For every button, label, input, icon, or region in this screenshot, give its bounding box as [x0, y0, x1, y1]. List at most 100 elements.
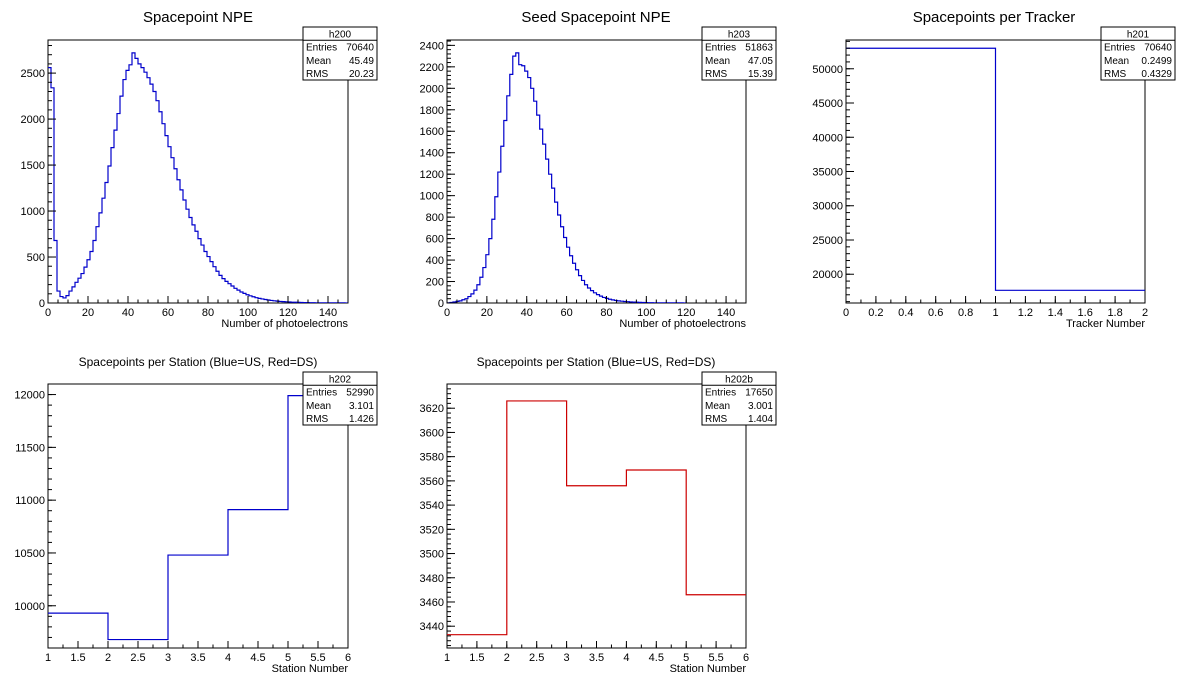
x-tick-label: 5.5: [708, 652, 723, 664]
stats-key: Mean: [1104, 56, 1129, 67]
stats-name: h200: [329, 29, 352, 40]
y-tick-label: 40000: [812, 132, 843, 144]
y-tick-label: 3500: [420, 549, 444, 561]
stats-value: 45.49: [349, 56, 374, 67]
stats-value: 1.426: [349, 414, 374, 425]
x-tick-label: 60: [560, 307, 572, 319]
histogram-panel-3: Spacepoints per Tracker 0 0.2 0.4 0.6 0.8 1 1.2…: [812, 9, 1176, 330]
x-tick-label: 1.2: [1018, 307, 1033, 319]
x-axis-label: Number of photoelectrons: [221, 318, 348, 330]
stats-value: 15.39: [748, 69, 773, 80]
x-tick-label: 2.5: [529, 652, 544, 664]
x-tick-label: 3: [564, 652, 570, 664]
stats-key: Mean: [705, 56, 730, 67]
stats-key: RMS: [306, 414, 329, 425]
histogram-line: [447, 400, 746, 636]
y-tick-label: 3580: [420, 452, 444, 464]
x-tick-label: 3.5: [190, 652, 205, 664]
stats-box: h202 Entries 52990 Mean 3.101 RMS 1.426: [302, 371, 378, 426]
stats-value: 1.404: [748, 414, 773, 425]
y-tick-label: 50000: [812, 64, 843, 76]
y-tick-label: 600: [426, 234, 444, 246]
x-tick-label: 0.8: [958, 307, 973, 319]
y-tick-label: 1600: [420, 126, 444, 138]
y-tick-label: 3480: [420, 573, 444, 585]
x-tick-label: 0.6: [928, 307, 943, 319]
x-tick-label: 1: [992, 307, 998, 319]
x-tick-label: 20: [82, 307, 94, 319]
stats-key: Entries: [705, 43, 736, 54]
x-axis-label: Station Number: [272, 663, 349, 675]
y-tick-label: 1200: [420, 169, 444, 181]
y-tick-label: 1500: [21, 160, 45, 172]
x-tick-label: 2: [1142, 307, 1148, 319]
x-tick-label: 1: [444, 652, 450, 664]
histogram-panel-4: Spacepoints per Station (Blue=US, Red=DS…: [14, 355, 378, 675]
y-tick-label: 400: [426, 255, 444, 267]
x-tick-label: 2.5: [130, 652, 145, 664]
x-tick-label: 4.5: [649, 652, 664, 664]
y-tick-label: 3440: [420, 621, 444, 633]
x-tick-label: 1.8: [1107, 307, 1122, 319]
x-tick-label: 100: [637, 307, 655, 319]
y-tick-label: 2200: [420, 62, 444, 74]
x-tick-label: 1.4: [1048, 307, 1063, 319]
x-tick-label: 120: [677, 307, 695, 319]
y-tick-label: 10500: [14, 548, 45, 560]
stats-value: 3.101: [349, 401, 374, 412]
x-tick-label: 1.6: [1078, 307, 1093, 319]
y-tick-label: 35000: [812, 167, 843, 179]
x-tick-label: 80: [202, 307, 214, 319]
x-tick-label: 40: [122, 307, 134, 319]
y-tick-label: 3560: [420, 476, 444, 488]
panel-title: Spacepoints per Tracker: [913, 9, 1076, 26]
x-axis-label: Number of photoelectrons: [619, 318, 746, 330]
panel-title: Spacepoints per Station (Blue=US, Red=DS…: [79, 355, 318, 369]
y-tick-label: 0: [438, 298, 444, 310]
y-tick-label: 3520: [420, 524, 444, 536]
x-tick-label: 80: [600, 307, 612, 319]
y-tick-label: 2400: [420, 40, 444, 52]
x-tick-label: 1: [45, 652, 51, 664]
stats-key: Mean: [306, 401, 331, 412]
y-tick-label: 1000: [21, 206, 45, 218]
y-tick-label: 1400: [420, 148, 444, 160]
y-tick-label: 2000: [21, 114, 45, 126]
x-tick-label: 0: [843, 307, 849, 319]
x-tick-label: 120: [279, 307, 297, 319]
panel-title: Seed Spacepoint NPE: [521, 9, 670, 26]
x-tick-label: 4: [225, 652, 231, 664]
panel-title: Spacepoint NPE: [143, 9, 253, 26]
histogram-line: [48, 395, 348, 641]
stats-key: RMS: [1104, 69, 1127, 80]
x-tick-label: 1.5: [469, 652, 484, 664]
y-tick-label: 11000: [15, 495, 45, 507]
y-tick-label: 10000: [14, 601, 45, 613]
stats-name: h201: [1127, 29, 1150, 40]
stats-key: RMS: [705, 69, 728, 80]
x-tick-label: 5: [285, 652, 291, 664]
x-tick-label: 5: [683, 652, 689, 664]
stats-value: 70640: [1144, 43, 1172, 54]
y-tick-label: 11500: [15, 442, 45, 454]
stats-value: 52990: [346, 388, 374, 399]
stats-box: h200 Entries 70640 Mean 45.49 RMS 20.23: [302, 26, 378, 81]
x-axis-label: Station Number: [670, 663, 747, 675]
x-tick-label: 0.4: [898, 307, 913, 319]
panel-title: Spacepoints per Station (Blue=US, Red=DS…: [477, 355, 716, 369]
y-tick-label: 2000: [420, 83, 444, 95]
y-tick-label: 3540: [420, 500, 444, 512]
x-tick-label: 0: [45, 307, 51, 319]
stats-key: Entries: [306, 43, 337, 54]
stats-value: 47.05: [748, 56, 773, 67]
x-tick-label: 20: [481, 307, 493, 319]
stats-name: h202b: [725, 374, 753, 385]
x-tick-label: 2: [105, 652, 111, 664]
x-tick-label: 60: [162, 307, 174, 319]
x-tick-label: 3.5: [589, 652, 604, 664]
y-tick-label: 0: [39, 298, 45, 310]
y-tick-label: 1000: [420, 191, 444, 203]
stats-value: 20.23: [349, 69, 374, 80]
y-tick-label: 3620: [420, 403, 444, 415]
x-tick-label: 3: [165, 652, 171, 664]
